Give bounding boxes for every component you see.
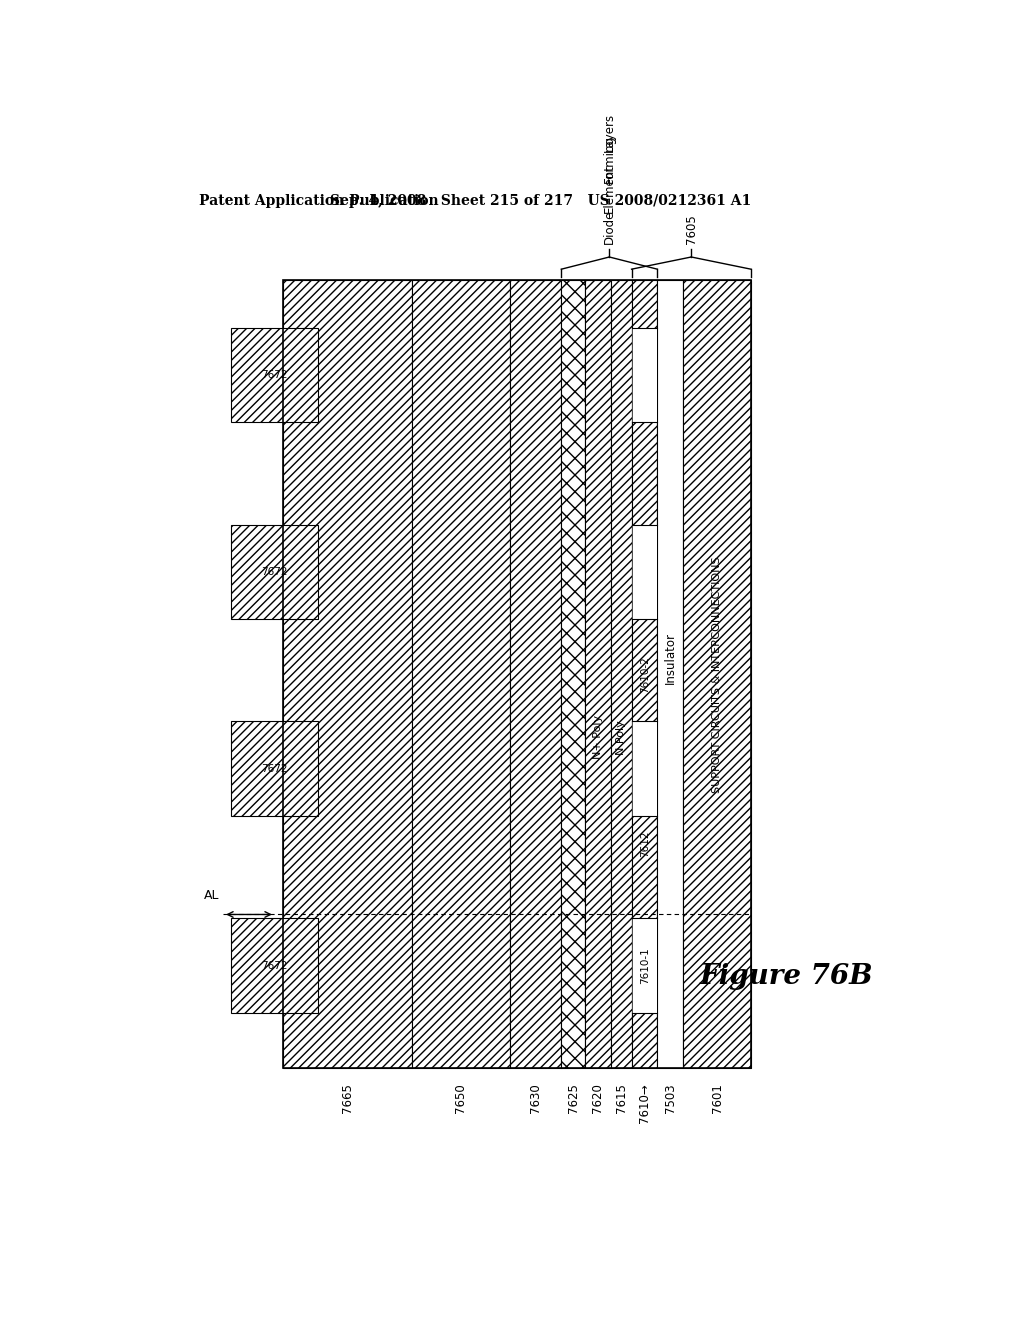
Bar (231, 327, 317, 422)
Text: 7672: 7672 (261, 370, 288, 380)
Bar (632, 327, 657, 422)
Text: 7620: 7620 (592, 1084, 604, 1113)
Bar (657, 280, 683, 1068)
Text: 7625: 7625 (566, 1084, 580, 1113)
Text: Figure 76B: Figure 76B (699, 964, 873, 990)
Bar (412, 280, 510, 1068)
Text: N+ Poly: N+ Poly (593, 715, 603, 759)
Text: 7503: 7503 (664, 1084, 677, 1113)
Text: 7612: 7612 (640, 830, 649, 857)
Text: 7605: 7605 (685, 214, 697, 244)
Text: 7601: 7601 (711, 1084, 724, 1113)
Text: 7665: 7665 (341, 1084, 354, 1113)
Bar (683, 280, 751, 1068)
Text: AL: AL (204, 890, 219, 903)
Bar (632, 722, 657, 816)
Bar (632, 919, 657, 1012)
Bar (561, 280, 585, 1068)
Text: 7610-2: 7610-2 (640, 656, 649, 693)
Bar (231, 722, 317, 816)
Text: 7615: 7615 (614, 1084, 628, 1113)
Text: SUPPORT CIRCUITS & INTERCONNECTIONS: SUPPORT CIRCUITS & INTERCONNECTIONS (713, 556, 722, 792)
Bar (632, 524, 657, 619)
Bar (632, 722, 657, 816)
Text: Layers: Layers (603, 114, 615, 152)
Bar (632, 919, 657, 1012)
Text: Forming: Forming (603, 135, 615, 182)
Text: 7630: 7630 (529, 1084, 542, 1113)
Text: 7672: 7672 (261, 566, 288, 577)
Bar (283, 280, 751, 1068)
Text: 7672: 7672 (261, 764, 288, 774)
Bar (585, 280, 610, 1068)
Bar (510, 280, 561, 1068)
Text: Sep. 4, 2008   Sheet 215 of 217   US 2008/0212361 A1: Sep. 4, 2008 Sheet 215 of 217 US 2008/02… (330, 194, 752, 209)
Bar (231, 919, 317, 1012)
Bar (283, 280, 412, 1068)
Text: N Poly: N Poly (616, 719, 627, 755)
Text: Insulator: Insulator (664, 632, 677, 685)
Bar (610, 280, 632, 1068)
Text: 7650: 7650 (455, 1084, 467, 1113)
Text: Patent Application Publication: Patent Application Publication (200, 194, 439, 209)
Bar (632, 280, 657, 1068)
Bar (231, 524, 317, 619)
Bar (632, 524, 657, 619)
Bar (632, 327, 657, 422)
Text: 7610-1: 7610-1 (640, 948, 649, 983)
Text: 7610→: 7610→ (638, 1084, 651, 1123)
Text: Diode: Diode (603, 210, 615, 244)
Text: 7672: 7672 (261, 961, 288, 970)
Text: Element: Element (603, 164, 615, 214)
